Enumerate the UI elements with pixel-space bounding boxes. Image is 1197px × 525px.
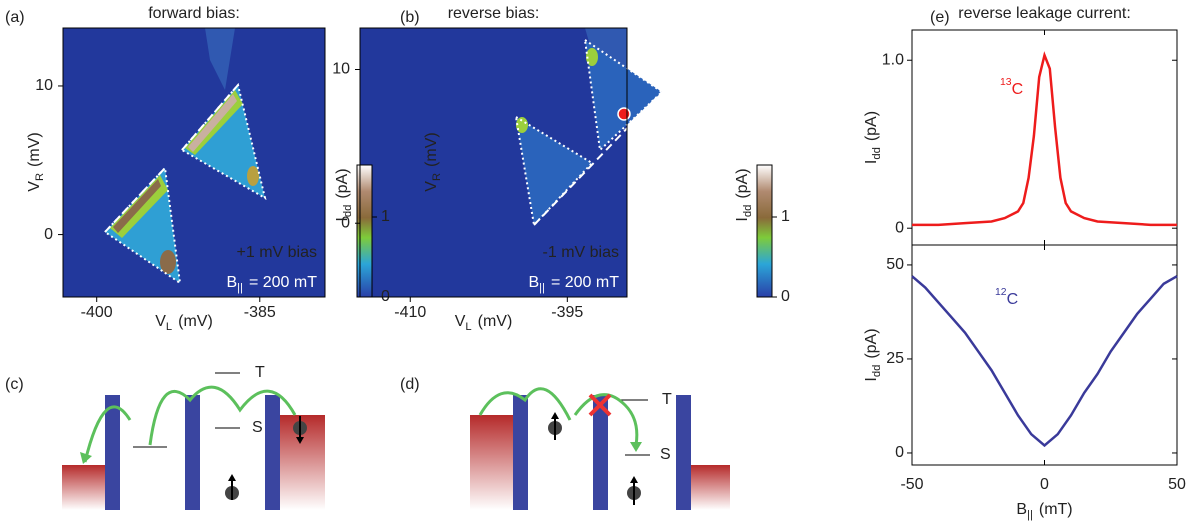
y-tick-label: 0 [44, 226, 53, 243]
chart-title: reverse bias: [448, 5, 540, 22]
label-part: dd [871, 365, 883, 377]
label-part: 12 [995, 287, 1007, 298]
label-part: (mV) [478, 313, 513, 330]
y-tick-label: 25 [886, 350, 904, 367]
label-part: R [34, 173, 46, 181]
label-part: V [455, 313, 466, 330]
y-axis-label: VR (mV) [26, 132, 46, 191]
level-label: T [255, 364, 265, 381]
label-part: || [1027, 509, 1033, 521]
label-part: L [465, 321, 471, 333]
label-part: I [334, 217, 351, 221]
heatmap-image [63, 28, 325, 297]
panel-label: (b) [400, 9, 420, 26]
label-part: = 200 mT [249, 274, 317, 291]
chart-title: reverse leakage current: [958, 5, 1131, 22]
label-part: B [226, 274, 237, 291]
plot-frame [359, 27, 628, 298]
label-part: 13 [1000, 77, 1012, 88]
y-tick-label: 10 [332, 61, 350, 78]
level-label: S [252, 419, 263, 436]
x-axis-label: VL (mV) [155, 313, 213, 333]
plot-frame [911, 29, 1178, 246]
data-line [912, 51, 1177, 227]
label-part: V [155, 313, 166, 330]
energy-diagram [62, 372, 325, 510]
label-part: V [423, 181, 440, 192]
label-part: C [1007, 291, 1019, 308]
label-part: (mV) [423, 132, 440, 167]
heatmap-image [360, 28, 664, 297]
label-part: (pA) [734, 168, 751, 198]
y-tick-label: 0 [341, 214, 350, 231]
label-part: I [863, 160, 880, 164]
colorbar [756, 164, 773, 298]
x-tick-label: -400 [81, 304, 113, 321]
y-tick-label: 10 [35, 77, 53, 94]
y-axis-label: Idd (pA) [863, 328, 883, 381]
y-tick-label: 50 [886, 256, 904, 273]
y-tick-label: 1.0 [882, 51, 904, 68]
energy-diagram [470, 387, 730, 510]
label-part: I [734, 217, 751, 221]
label-part: dd [871, 147, 883, 159]
level-label: T [662, 391, 672, 408]
colorbar-tick-label: 1 [781, 208, 790, 225]
label-part: (mT) [1039, 501, 1073, 518]
label-part: (pA) [863, 111, 880, 141]
x-tick-label: -410 [394, 304, 426, 321]
label-part: R [431, 173, 443, 181]
label-part: (pA) [863, 328, 880, 358]
y-tick-label: 0 [895, 444, 904, 461]
data-line [911, 275, 1178, 448]
x-tick-label: -395 [551, 304, 583, 321]
label-part: C [1012, 81, 1024, 98]
field-label: B|| = 200 mT [528, 274, 619, 294]
colorbar-tick-label: 0 [781, 288, 790, 305]
plot-frame [911, 244, 1178, 466]
x-tick-label: -50 [900, 476, 923, 493]
level-label: S [660, 446, 671, 463]
annotation: +1 mV bias [237, 244, 317, 261]
species-label: 13C [1000, 77, 1023, 98]
x-tick-label: -385 [244, 304, 276, 321]
label-part: (mV) [178, 313, 213, 330]
label-part: B [1016, 501, 1027, 518]
label-part: (pA) [334, 168, 351, 198]
x-tick-label: 0 [1040, 476, 1049, 493]
annotation: -1 mV bias [543, 244, 619, 261]
colorbar-label: Idd (pA) [734, 168, 754, 221]
label-part: V [26, 181, 43, 192]
label-part: I [863, 377, 880, 381]
label-part: L [166, 321, 172, 333]
label-part: (mV) [26, 132, 43, 167]
panel-label: (a) [5, 9, 25, 26]
label-part: dd [342, 205, 354, 217]
species-label: 12C [995, 287, 1018, 308]
colorbar [356, 164, 373, 298]
chart-title: forward bias: [148, 5, 240, 22]
label-part: B [528, 274, 539, 291]
y-axis-label: Idd (pA) [863, 111, 883, 164]
y-axis-label: VR (mV) [423, 132, 443, 191]
label-part: = 200 mT [551, 274, 619, 291]
x-axis-label: VL (mV) [455, 313, 513, 333]
colorbar-tick-label: 1 [381, 208, 390, 225]
label-part: dd [742, 205, 754, 217]
x-axis-label: B|| (mT) [1016, 501, 1072, 521]
colorbar-label: Idd (pA) [334, 168, 354, 221]
label-part: || [539, 282, 545, 294]
panel-label: (c) [5, 376, 24, 393]
label-part: || [237, 282, 243, 294]
field-label: B|| = 200 mT [226, 274, 317, 294]
panel-label: (d) [400, 376, 420, 393]
panel-label: (e) [930, 9, 950, 26]
y-tick-label: 0 [895, 219, 904, 236]
x-tick-label: 50 [1168, 476, 1186, 493]
plot-frame [62, 27, 326, 298]
